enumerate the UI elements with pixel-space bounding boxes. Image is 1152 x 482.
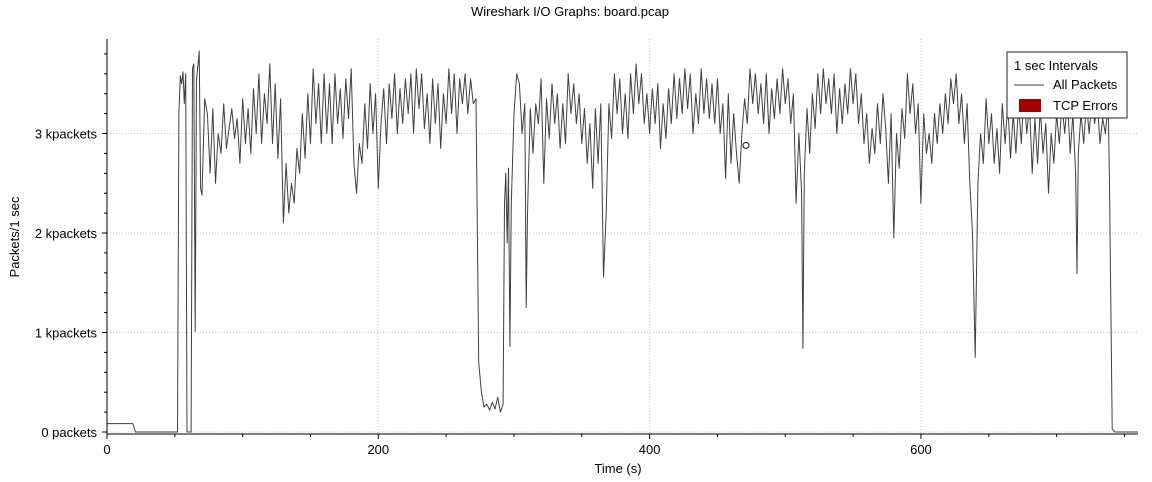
legend-all-packets-label: All Packets	[1053, 77, 1118, 92]
series-line-all-packets[interactable]	[107, 50, 1138, 433]
x-tick-label: 0	[103, 442, 110, 457]
axes	[102, 39, 1138, 439]
chart-title: Wireshark I/O Graphs: board.pcap	[471, 4, 669, 19]
series-line-layer	[107, 50, 1138, 433]
y-tick-label: 0 packets	[41, 425, 97, 440]
selected-point-marker[interactable]	[742, 141, 750, 150]
legend-tcp-errors-swatch	[1019, 99, 1041, 112]
y-tick-label: 1 kpackets	[35, 326, 98, 341]
x-axis-label: Time (s)	[594, 461, 641, 476]
legend-tcp-errors-label: TCP Errors	[1053, 98, 1118, 113]
y-tick-label: 2 kpackets	[35, 226, 98, 241]
plot-area[interactable]	[107, 39, 1138, 434]
legend-title: 1 sec Intervals	[1014, 58, 1098, 73]
y-tick-label: 3 kpackets	[35, 127, 98, 142]
y-axis-label: Packets/1 sec	[7, 196, 22, 277]
x-tick-label: 200	[367, 442, 389, 457]
x-tick-label: 600	[910, 442, 932, 457]
tick-labels: 0 packets 1 kpackets 2 kpackets 3 kpackets 0…	[35, 127, 932, 457]
x-tick-label: 400	[639, 442, 661, 457]
legend[interactable]: 1 sec Intervals All Packets TCP Errors	[1006, 51, 1128, 119]
